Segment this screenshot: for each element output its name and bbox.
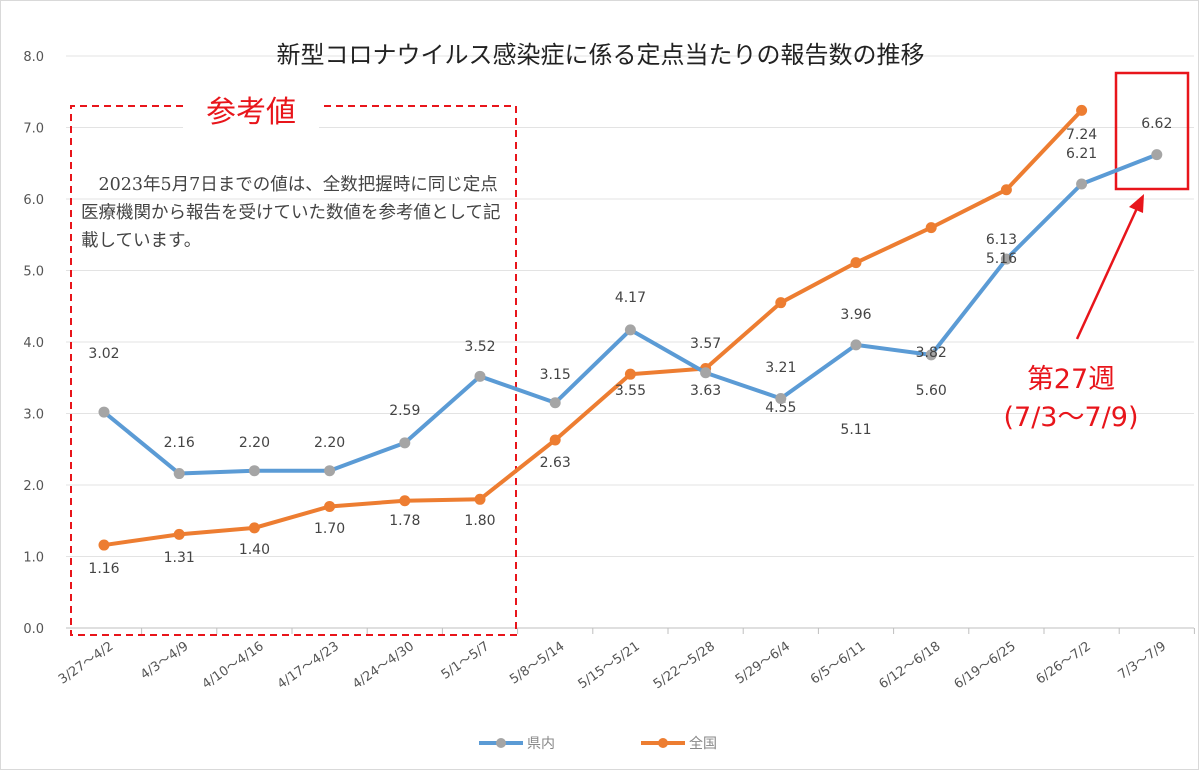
- data-point: [1151, 149, 1163, 161]
- x-tick-label: 5/15～5/21: [576, 639, 643, 692]
- x-tick-label: 6/19～6/25: [952, 639, 1019, 692]
- data-label: 2.20: [314, 435, 345, 451]
- week-range: (7/3～7/9): [1003, 402, 1139, 433]
- y-tick-label: 8.0: [23, 50, 44, 65]
- y-tick-label: 6.0: [23, 193, 44, 208]
- data-point: [1000, 253, 1012, 265]
- x-tick-label: 5/1～5/7: [439, 639, 493, 683]
- data-point: [624, 368, 636, 380]
- data-label: 2.59: [389, 403, 420, 419]
- legend-label: 県内: [527, 736, 555, 752]
- data-label: 6.62: [1141, 116, 1172, 132]
- data-label: 3.63: [690, 383, 721, 399]
- data-label: 5.16: [986, 251, 1017, 267]
- data-point: [925, 349, 937, 361]
- y-tick-label: 1.0: [23, 551, 44, 566]
- x-tick-label: 5/29～6/4: [733, 639, 793, 687]
- data-label: 5.11: [840, 422, 871, 438]
- data-point: [98, 539, 110, 551]
- series-line-全国: [103, 108, 1084, 548]
- x-tick-label: 4/3～4/9: [138, 639, 192, 683]
- data-label: 1.80: [464, 513, 495, 529]
- data-label: 3.52: [464, 339, 495, 355]
- data-point: [399, 495, 411, 507]
- data-label: 6.13: [986, 232, 1017, 248]
- data-label: 1.40: [239, 542, 270, 558]
- y-tick-label: 4.0: [23, 336, 44, 351]
- arrow-head: [1129, 194, 1144, 213]
- legend-marker: [496, 738, 506, 748]
- data-label: 2.20: [239, 435, 270, 451]
- data-label: 2.16: [164, 435, 195, 451]
- data-point: [1076, 178, 1088, 190]
- data-point: [549, 434, 561, 446]
- data-point: [474, 493, 486, 505]
- data-point: [850, 339, 862, 351]
- data-label: 1.31: [164, 550, 195, 566]
- week-label: 第27週: [1026, 364, 1116, 395]
- data-point: [248, 465, 260, 477]
- data-point: [624, 324, 636, 336]
- data-label: 3.82: [916, 345, 947, 361]
- data-label: 5.60: [916, 383, 947, 399]
- data-point: [775, 297, 787, 309]
- data-label: 3.57: [690, 336, 721, 352]
- data-label: 3.96: [840, 307, 871, 323]
- x-tick-label: 6/5～6/11: [808, 639, 868, 687]
- data-point: [925, 222, 937, 234]
- x-tick-label: 4/24～4/30: [350, 639, 417, 692]
- chart-title: 新型コロナウイルス感染症に係る定点当たりの報告数の推移: [276, 41, 925, 69]
- y-tick-label: 0.0: [23, 622, 44, 637]
- week-annotation: 第27週 (7/3～7/9): [976, 361, 1166, 437]
- data-point: [850, 257, 862, 269]
- y-tick-label: 5.0: [23, 265, 44, 280]
- data-point: [324, 465, 336, 477]
- data-label: 1.70: [314, 521, 345, 537]
- x-tick-label: 7/3～7/9: [1116, 639, 1170, 683]
- data-point: [399, 437, 411, 449]
- reference-title: 参考値: [183, 87, 319, 131]
- y-tick-label: 2.0: [23, 479, 44, 494]
- data-label: 7.24: [1066, 127, 1097, 143]
- data-point: [1076, 104, 1088, 116]
- legend-marker: [658, 738, 668, 748]
- data-label: 1.78: [389, 513, 420, 529]
- data-label: 3.21: [765, 360, 796, 376]
- data-label: 3.55: [615, 383, 646, 399]
- arrow-line: [1075, 205, 1140, 340]
- y-tick-label: 3.0: [23, 408, 44, 423]
- data-label: 1.16: [88, 561, 119, 577]
- data-label: 6.21: [1066, 146, 1097, 162]
- data-point: [173, 468, 185, 480]
- data-point: [324, 500, 336, 512]
- y-tick-label: 7.0: [23, 122, 44, 137]
- data-point: [474, 370, 486, 382]
- reference-box: [70, 105, 517, 636]
- x-tick-label: 4/17～4/23: [275, 639, 342, 692]
- data-label: 4.55: [765, 400, 796, 416]
- x-tick-label: 4/10～4/16: [200, 639, 267, 692]
- data-point: [98, 406, 110, 418]
- x-tick-label: 3/27～4/2: [56, 639, 116, 687]
- data-point: [549, 397, 561, 409]
- data-label: 3.02: [88, 346, 119, 362]
- x-tick-label: 5/22～5/28: [651, 639, 718, 692]
- data-label: 2.63: [540, 455, 571, 471]
- data-point: [775, 392, 787, 404]
- x-tick-label: 6/12～6/18: [876, 639, 943, 692]
- reference-note: 2023年5月7日までの値は、全数把握時に同じ定点医療機関から報告を受けていた数…: [81, 175, 501, 251]
- data-label: 4.17: [615, 290, 646, 306]
- data-point: [248, 522, 260, 534]
- legend-label: 全国: [689, 735, 717, 752]
- data-point: [1000, 184, 1012, 196]
- data-point: [700, 367, 712, 379]
- x-tick-label: 6/26～7/2: [1034, 639, 1094, 687]
- x-tick-label: 5/8～5/14: [507, 639, 567, 687]
- highlight-box: [1114, 71, 1190, 191]
- data-point: [173, 528, 185, 540]
- data-label: 3.15: [540, 367, 571, 383]
